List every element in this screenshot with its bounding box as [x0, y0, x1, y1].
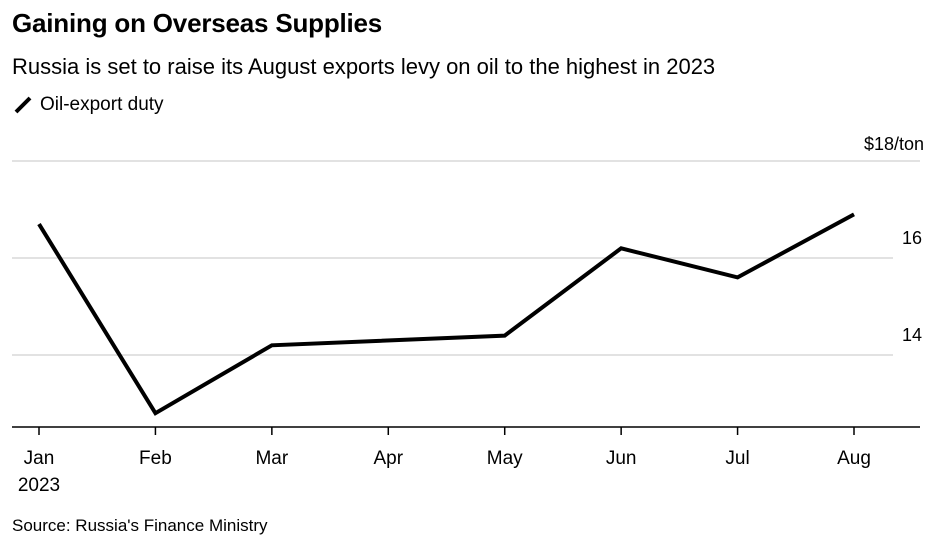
axis-labels: $18/ton 14 16 Jan Feb Mar Apr May Jun Jul Aug 2023: [18, 134, 924, 496]
x-tick-label: Mar: [255, 448, 288, 469]
x-tick-label: Feb: [139, 448, 172, 469]
x-tick-label: Apr: [373, 448, 403, 469]
x-year-label: 2023: [18, 475, 60, 496]
x-tick-label: May: [487, 448, 523, 469]
legend: Oil-export duty: [12, 93, 164, 117]
chart-title: Gaining on Overseas Supplies: [12, 8, 383, 38]
y-tick-label: 16: [902, 228, 922, 248]
x-axis: [12, 426, 920, 435]
series: [37, 212, 855, 416]
source-note: Source: Russia's Finance Ministry: [12, 516, 268, 535]
gridlines: [12, 160, 920, 356]
x-tick-label: Jul: [725, 448, 749, 469]
x-tick-label: Jan: [24, 448, 55, 469]
series-line-oil-export-duty: [37, 212, 855, 416]
y-unit-label: $18/ton: [864, 134, 924, 154]
y-tick-label: 14: [902, 325, 922, 345]
chart-subtitle: Russia is set to raise its August export…: [12, 54, 716, 79]
x-tick-label: Aug: [837, 448, 871, 469]
legend-label: Oil-export duty: [40, 94, 164, 115]
x-tick-label: Jun: [606, 448, 637, 469]
legend-line-icon: [14, 96, 32, 114]
